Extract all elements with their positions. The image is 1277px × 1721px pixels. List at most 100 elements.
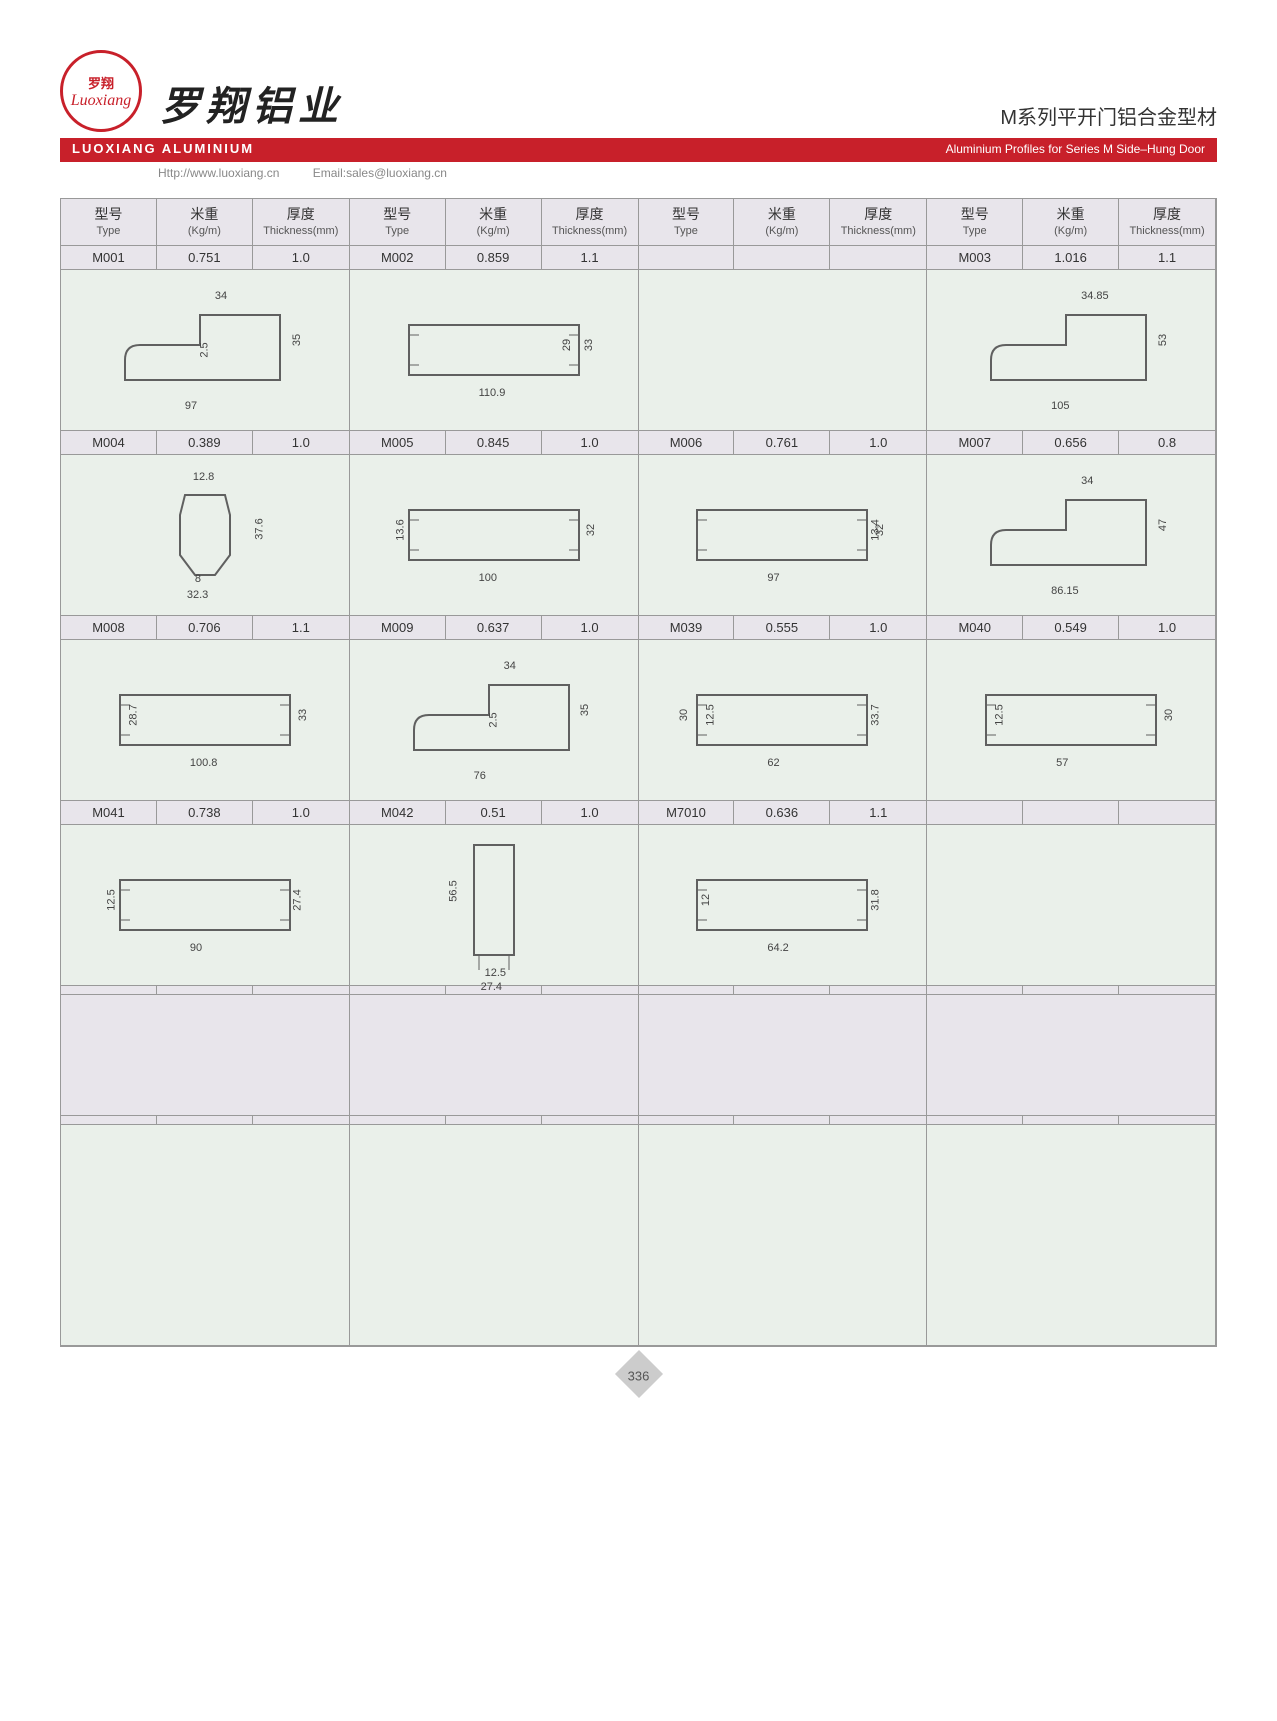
product-title-en: Aluminium Profiles for Series M Side–Hun… [310, 138, 1217, 162]
profile-diagram: 110.92933 [350, 270, 639, 431]
empty-data-row [639, 1116, 928, 1125]
profile-data-row: M003 1.016 1.1 [927, 246, 1216, 270]
profile-weight: 0.859 [446, 246, 542, 269]
col-weight: 米重(Kg/m) [446, 199, 542, 245]
profile-data-row [927, 801, 1216, 825]
profile-type: M041 [61, 801, 157, 824]
profile-data-row: M042 0.51 1.0 [350, 801, 639, 825]
col-type: 型号Type [927, 199, 1023, 245]
empty-data-row [927, 986, 1216, 995]
profile-weight: 1.016 [1023, 246, 1119, 269]
profile-weight: 0.51 [446, 801, 542, 824]
profile-data-row: M009 0.637 1.0 [350, 616, 639, 640]
column-header-group: 型号Type 米重(Kg/m) 厚度Thickness(mm) [639, 199, 928, 246]
profile-data-row: M041 0.738 1.0 [61, 801, 350, 825]
profile-diagram-empty [927, 825, 1216, 986]
empty-diagram-cell [61, 995, 350, 1116]
profile-weight: 0.636 [734, 801, 830, 824]
profile-diagram-empty [639, 270, 928, 431]
profile-weight: 0.761 [734, 431, 830, 454]
profile-thickness: 1.1 [830, 801, 926, 824]
product-title-cn: M系列平开门铝合金型材 [1000, 101, 1217, 130]
empty-diagram-cell [927, 995, 1216, 1116]
brand-name-cn: 罗翔铝业 [160, 74, 982, 132]
profile-diagram: 34 47 86.15 [927, 455, 1216, 616]
profile-weight: 0.751 [157, 246, 253, 269]
col-weight: 米重(Kg/m) [734, 199, 830, 245]
profile-weight: 0.637 [446, 616, 542, 639]
profile-diagram: 100.83328.7 [61, 640, 350, 801]
column-header-group: 型号Type 米重(Kg/m) 厚度Thickness(mm) [350, 199, 639, 246]
profile-weight: 0.706 [157, 616, 253, 639]
profile-weight: 0.555 [734, 616, 830, 639]
profile-type: M039 [639, 616, 735, 639]
empty-data-row [927, 1116, 1216, 1125]
profile-diagram: 34 35 972.5 [61, 270, 350, 431]
col-type: 型号Type [639, 199, 735, 245]
profile-weight: 0.845 [446, 431, 542, 454]
col-thickness: 厚度Thickness(mm) [542, 199, 638, 245]
profile-thickness: 1.0 [542, 801, 638, 824]
profile-type: M007 [927, 431, 1023, 454]
profile-thickness: 1.0 [253, 801, 349, 824]
profile-weight: 0.389 [157, 431, 253, 454]
profile-weight: 0.549 [1023, 616, 1119, 639]
profile-thickness: 0.8 [1119, 431, 1215, 454]
empty-diagram-cell [61, 1125, 350, 1346]
profile-data-row: M004 0.389 1.0 [61, 431, 350, 455]
profile-data-row: M002 0.859 1.1 [350, 246, 639, 270]
profile-data-row [639, 246, 928, 270]
page-number: 336 [628, 1369, 650, 1384]
col-type: 型号Type [61, 199, 157, 245]
profile-thickness: 1.1 [1119, 246, 1215, 269]
profile-type: M003 [927, 246, 1023, 269]
profile-thickness: 1.0 [253, 431, 349, 454]
logo-en: Luoxiang [71, 92, 131, 110]
profile-diagram: 12.8 37.6 8 32.3 [61, 455, 350, 616]
profile-diagram: 64.231.812 [639, 825, 928, 986]
profile-thickness: 1.0 [830, 431, 926, 454]
col-thickness: 厚度Thickness(mm) [1119, 199, 1215, 245]
empty-data-row [61, 1116, 350, 1125]
profile-diagram: 9027.412.5 [61, 825, 350, 986]
profile-type: M042 [350, 801, 446, 824]
profile-data-row: M7010 0.636 1.1 [639, 801, 928, 825]
profile-type: M006 [639, 431, 735, 454]
contact-email: Email:sales@luoxiang.cn [313, 166, 447, 180]
profile-thickness: 1.0 [542, 431, 638, 454]
brand-bar-en: LUOXIANG ALUMINIUM [60, 138, 310, 162]
profile-type: M009 [350, 616, 446, 639]
profile-type: M004 [61, 431, 157, 454]
profile-data-row: M008 0.706 1.1 [61, 616, 350, 640]
column-header-group: 型号Type 米重(Kg/m) 厚度Thickness(mm) [61, 199, 350, 246]
profile-diagram: 973213.4 [639, 455, 928, 616]
profile-thickness: 1.0 [1119, 616, 1215, 639]
profile-diagram: 56.5 12.5 27.4 [350, 825, 639, 986]
profile-type: M040 [927, 616, 1023, 639]
profile-diagram: 573012.5 [927, 640, 1216, 801]
profile-thickness: 1.0 [253, 246, 349, 269]
profile-thickness: 1.1 [253, 616, 349, 639]
profile-diagram: 6233.73012.5 [639, 640, 928, 801]
column-header-group: 型号Type 米重(Kg/m) 厚度Thickness(mm) [927, 199, 1216, 246]
profile-thickness: 1.0 [830, 616, 926, 639]
col-type: 型号Type [350, 199, 446, 245]
page-number-badge: 336 [60, 1357, 1217, 1396]
profile-type: M008 [61, 616, 157, 639]
empty-data-row [639, 986, 928, 995]
profile-data-row: M005 0.845 1.0 [350, 431, 639, 455]
profile-type: M005 [350, 431, 446, 454]
logo-cn: 罗翔 [88, 73, 114, 92]
profile-data-row: M007 0.656 0.8 [927, 431, 1216, 455]
empty-data-row [350, 1116, 639, 1125]
brand-logo: 罗翔 Luoxiang [60, 50, 142, 132]
col-weight: 米重(Kg/m) [157, 199, 253, 245]
profile-data-row: M039 0.555 1.0 [639, 616, 928, 640]
profile-thickness: 1.1 [542, 246, 638, 269]
profile-weight: 0.656 [1023, 431, 1119, 454]
profile-thickness: 1.0 [542, 616, 638, 639]
empty-diagram-cell [927, 1125, 1216, 1346]
profile-weight: 0.738 [157, 801, 253, 824]
empty-diagram-cell [350, 995, 639, 1116]
profile-diagram: 34.85 53 105 [927, 270, 1216, 431]
